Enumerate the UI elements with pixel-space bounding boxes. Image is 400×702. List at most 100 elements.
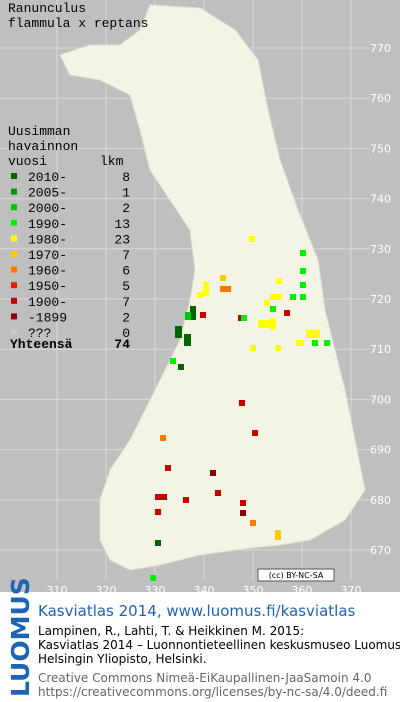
- square: [184, 334, 191, 346]
- square: [200, 312, 206, 318]
- legend-count: 23: [114, 232, 130, 247]
- y-tick-label: 760: [370, 92, 391, 105]
- square: [270, 306, 276, 312]
- finland-land: [59, 4, 366, 571]
- legend-swatch: [11, 313, 17, 320]
- legend-swatch: [11, 188, 17, 195]
- square: [240, 500, 246, 506]
- luomus-logo: LUOMUS: [6, 577, 35, 697]
- license-badge-box: [257, 568, 335, 582]
- square: [296, 340, 304, 346]
- legend-label: 1990-: [28, 217, 67, 232]
- square: [240, 510, 246, 516]
- y-tick-label: 750: [370, 142, 391, 155]
- legend-label: 1950-: [28, 279, 67, 294]
- citation: Lampinen, R., Lahti, T. & Heikkinen M. 2…: [38, 624, 304, 638]
- square: [275, 345, 281, 351]
- square: [270, 318, 276, 330]
- legend-swatch: [11, 266, 17, 273]
- legend-swatch: [11, 204, 17, 211]
- y-tick-label: 770: [370, 42, 391, 55]
- square: [170, 358, 176, 364]
- square: [250, 345, 256, 351]
- legend-count: 2: [122, 310, 130, 325]
- legend-label: 2010-: [28, 170, 67, 185]
- square: [258, 320, 270, 328]
- x-tick-label: 370: [341, 584, 362, 597]
- legend-count: 7: [122, 248, 130, 263]
- observation-squares: [150, 236, 330, 581]
- legend-label: -1899: [28, 310, 67, 325]
- y-tick-label: 700: [370, 393, 391, 406]
- square: [290, 294, 296, 300]
- square: [239, 400, 245, 406]
- square: [306, 330, 320, 338]
- legend-swatch: [11, 282, 17, 289]
- y-tick-label: 720: [370, 293, 391, 306]
- square: [183, 497, 189, 503]
- legend-label: 1970-: [28, 248, 67, 263]
- square: [264, 300, 270, 306]
- y-tick-label: 740: [370, 193, 391, 206]
- square: [155, 509, 161, 515]
- square: [241, 315, 247, 321]
- square: [175, 326, 182, 338]
- legend-swatch: [11, 251, 17, 257]
- square: [252, 430, 258, 436]
- legend-swatch: [11, 329, 17, 335]
- species-title: Ranunculus: [8, 1, 86, 16]
- legend-label: 1980-: [28, 232, 67, 247]
- square: [300, 282, 306, 288]
- license-text: https://creativecommons.org/licenses/by-…: [38, 685, 387, 699]
- citation: Kasviatlas 2014 – Luonnontieteellinen ke…: [38, 638, 400, 652]
- x-tick-label: 310: [47, 584, 68, 597]
- atlas-link: Kasviatlas 2014, www.luomus.fi/kasviatla…: [38, 602, 356, 620]
- legend-swatch: [11, 235, 17, 242]
- legend-count: 6: [122, 264, 130, 279]
- x-tick-label: 340: [194, 584, 215, 597]
- legend-label: ???: [28, 326, 51, 341]
- square: [300, 268, 306, 274]
- legend-label: 1960-: [28, 264, 67, 279]
- square: [155, 540, 161, 546]
- legend-label: 2000-: [28, 201, 67, 216]
- square: [249, 236, 255, 242]
- square: [220, 286, 231, 292]
- square: [270, 294, 282, 300]
- legend-swatch: [11, 173, 17, 179]
- legend-swatch: [11, 219, 17, 226]
- square: [165, 465, 171, 471]
- legend-count: 5: [122, 279, 130, 294]
- legend-count: 2: [122, 201, 130, 216]
- legend-label: 1900-: [28, 295, 67, 310]
- legend-header: vuosi: [8, 154, 47, 169]
- square: [178, 364, 184, 370]
- license-text: Creative Commons Nimeä-EiKaupallinen-Jaa…: [38, 671, 372, 685]
- square: [215, 490, 221, 496]
- square: [203, 282, 209, 296]
- square: [284, 310, 290, 316]
- y-tick-label: 670: [370, 544, 391, 557]
- legend-count: 8: [122, 170, 130, 185]
- square: [250, 520, 256, 526]
- total-label: Yhteensä: [10, 337, 73, 352]
- legend-header: Uusimman: [8, 124, 70, 139]
- square: [150, 575, 156, 581]
- square: [210, 470, 216, 476]
- license-badge: (cc) BY-NC-SA: [269, 571, 324, 580]
- species-title: flammula x reptans: [8, 16, 148, 31]
- y-tick-label: 710: [370, 343, 391, 356]
- legend: 2010- 8 2005- 1 2000- 2 1990- 13 1980- 23 1970- 7 19…: [11, 170, 130, 341]
- legend-label: 2005-: [28, 186, 67, 201]
- x-tick-label: 350: [243, 584, 264, 597]
- x-tick-label: 360: [292, 584, 313, 597]
- square: [300, 250, 306, 256]
- x-tick-label: 330: [145, 584, 166, 597]
- square: [185, 312, 191, 320]
- square: [160, 435, 166, 441]
- x-tick-label: 320: [96, 584, 117, 597]
- y-tick-label: 680: [370, 494, 391, 507]
- square: [300, 294, 306, 300]
- legend-count: 0: [122, 326, 130, 341]
